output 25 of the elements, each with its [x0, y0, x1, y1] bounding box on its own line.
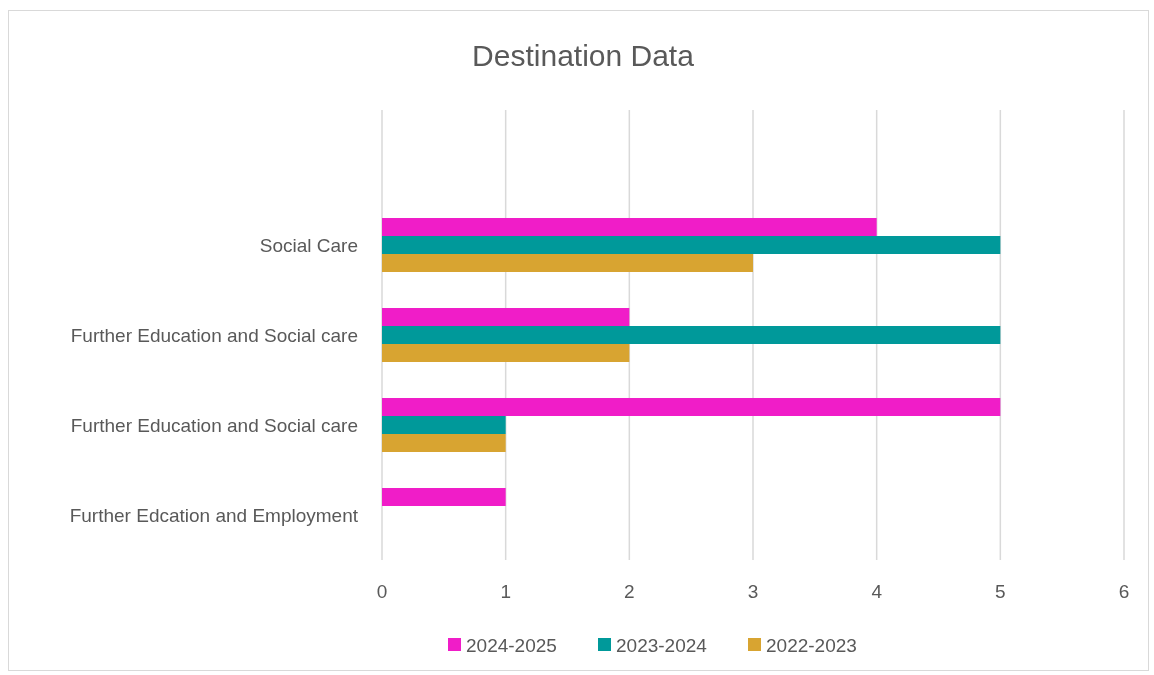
x-tick-label: 0 — [376, 581, 388, 602]
legend-label: 2024-2025 — [466, 635, 557, 656]
x-tick-label: 1 — [500, 581, 511, 602]
y-tick-label: Further Education and Social care — [70, 325, 358, 346]
bar — [382, 218, 877, 236]
bar — [382, 254, 753, 272]
chart-title: Destination Data — [472, 39, 695, 72]
bar — [382, 488, 506, 506]
x-tick-label: 6 — [1118, 581, 1130, 602]
x-tick-label: 3 — [747, 581, 759, 602]
bar — [382, 236, 1001, 254]
bar — [382, 434, 506, 452]
legend-label: 2022-2023 — [766, 635, 857, 656]
y-tick-label: Social Care — [259, 235, 358, 256]
bar — [382, 326, 1001, 344]
bar — [382, 344, 630, 362]
y-tick-label: Further Edcation and Employment — [69, 505, 359, 526]
x-tick-label: 5 — [995, 581, 1006, 602]
x-tick-label: 2 — [624, 581, 635, 602]
x-tick-label: 4 — [871, 581, 883, 602]
bar — [382, 398, 1001, 416]
bar — [382, 308, 630, 326]
bar — [382, 416, 506, 434]
y-tick-label: Further Education and Social care — [70, 415, 358, 436]
legend-label: 2023-2024 — [616, 635, 708, 656]
